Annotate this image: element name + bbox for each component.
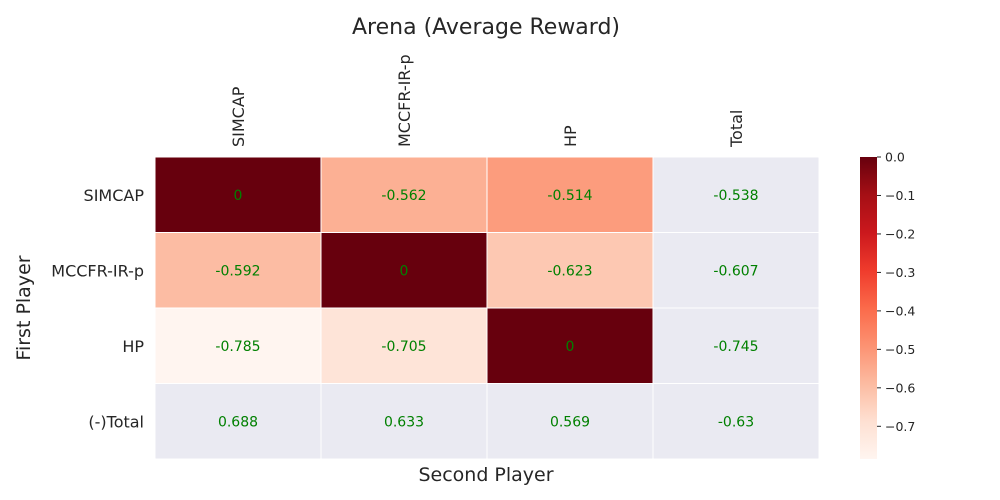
column-label: SIMCAP [229,86,248,147]
cell-value-label: 0 [566,339,575,355]
cell-value-label: -0.607 [713,263,758,279]
row-labels: SIMCAP MCCFR-IR-p HP (-)Total [51,186,144,432]
colorbar-tick-label: −0.1 [885,188,915,203]
cell-value-label: -0.592 [215,263,260,279]
colorbar-tick-label: −0.5 [885,342,915,357]
cell-value-label: -0.705 [381,339,426,355]
cell-value-label: 0 [234,188,243,204]
cell-value-label: -0.562 [381,188,426,204]
heatmap-cell [320,383,488,460]
y-axis-label: First Player [13,255,35,360]
heatmap-cell [320,156,488,233]
cell-value-label: -0.623 [547,263,592,279]
cell-value-label: -0.538 [713,188,758,204]
row-label: MCCFR-IR-p [51,261,144,280]
heatmap-cells: 0 -0.562 -0.514 -0.538 -0.592 0 -0.623 -0.607 -0… [154,156,820,460]
heatmap-cell [652,232,820,309]
colorbar-tick-label: 0.0 [885,150,905,165]
colorbar-tick-label: −0.3 [885,265,915,280]
cell-value-label: -0.745 [713,339,758,355]
column-labels: SIMCAP MCCFR-IR-p HP Total [229,54,746,148]
heatmap-cell [154,232,322,309]
x-axis-label: Second Player [418,464,553,486]
cell-value-label: -0.514 [547,188,592,204]
colorbar-tick-label: −0.6 [885,380,915,395]
row-label: (-)Total [88,412,144,431]
colorbar-tick-label: −0.2 [885,226,915,241]
colorbar-ticks: 0.0 −0.1 −0.2 −0.3 −0.4 −0.5 −0.6 −0.7 [877,150,915,434]
heatmap-cell [652,307,820,384]
chart-title: Arena (Average Reward) [352,15,620,40]
cell-value-label: -0.785 [215,339,260,355]
colorbar-tick-label: −0.4 [885,303,915,318]
column-label: MCCFR-IR-p [395,54,414,147]
heatmap-cell [154,383,322,460]
cell-value-label: 0.633 [384,414,424,430]
row-label: HP [122,337,144,356]
column-label: HP [561,125,580,147]
heatmap-cell [154,156,322,233]
column-label: Total [727,110,746,148]
cell-value-label: -0.63 [718,414,754,430]
heatmap-cell [652,156,820,233]
colorbar-tick-label: −0.7 [885,419,915,434]
cell-value-label: 0.569 [550,414,590,430]
heatmap-cell [486,156,654,233]
row-label: SIMCAP [84,186,145,205]
heatmap-cell [486,383,654,460]
cell-value-label: 0.688 [218,414,258,430]
heatmap-cell [320,232,488,309]
heatmap-cell [320,307,488,384]
heatmap-cell [652,383,820,460]
colorbar [860,157,877,459]
cell-value-label: 0 [400,263,409,279]
